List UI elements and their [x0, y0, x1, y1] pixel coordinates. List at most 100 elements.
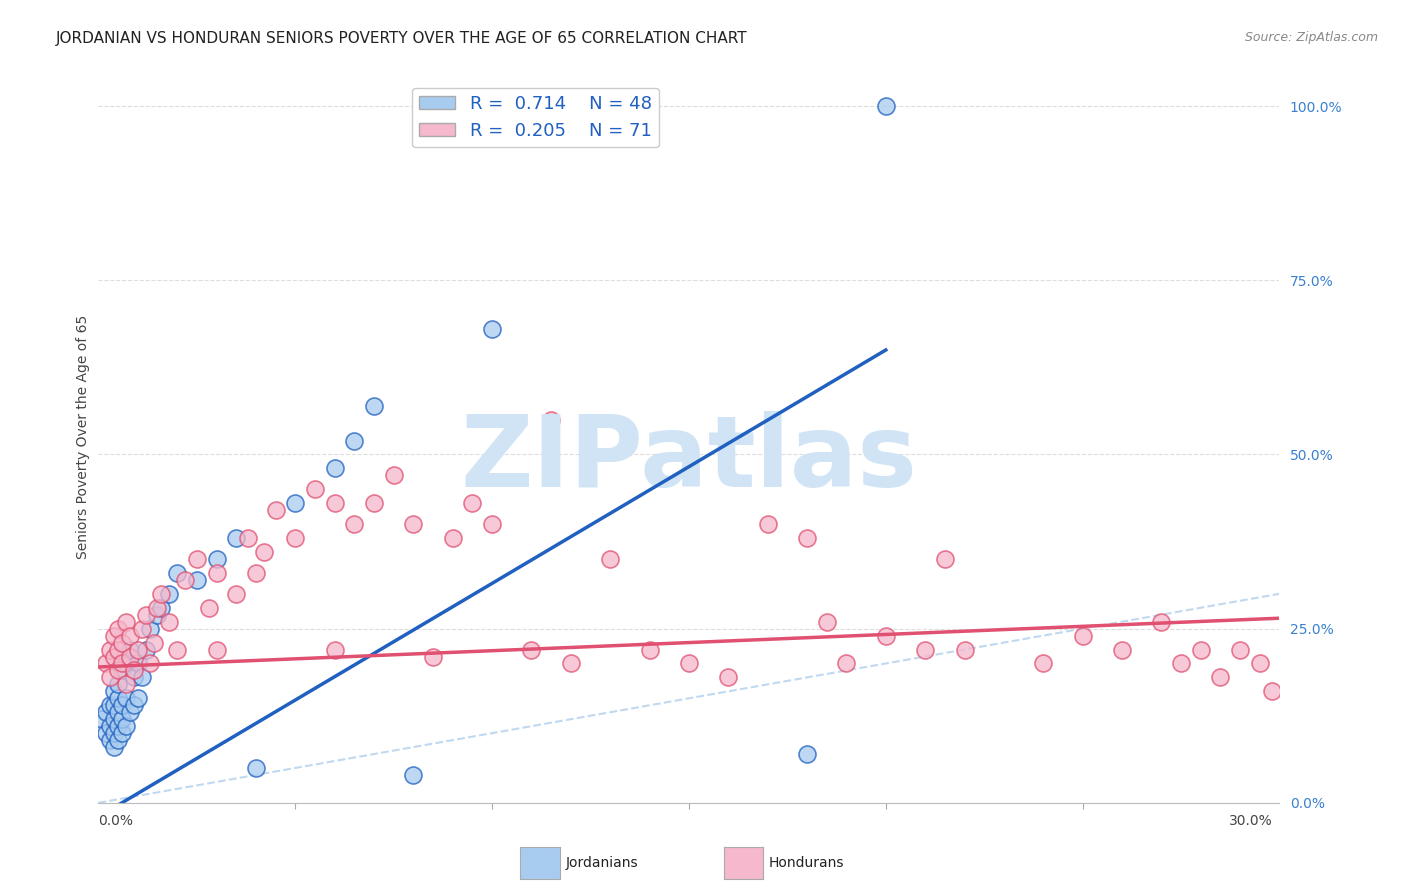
Point — [107, 705, 129, 719]
Point — [131, 622, 153, 636]
Point — [150, 587, 173, 601]
Point — [150, 600, 173, 615]
Point — [111, 712, 134, 726]
Point — [157, 587, 180, 601]
Point — [441, 531, 464, 545]
Point — [323, 642, 346, 657]
Point — [166, 642, 188, 657]
Point — [115, 657, 138, 671]
Point — [107, 664, 129, 678]
Point — [131, 670, 153, 684]
Point — [115, 719, 138, 733]
Point — [323, 496, 346, 510]
Point — [875, 629, 897, 643]
Point — [284, 496, 307, 510]
Point — [481, 517, 503, 532]
Point — [205, 552, 228, 566]
Point — [135, 642, 157, 657]
Point — [103, 740, 125, 755]
Point — [111, 726, 134, 740]
Point — [96, 705, 118, 719]
Point — [245, 761, 267, 775]
Point — [127, 642, 149, 657]
Point — [166, 566, 188, 580]
Point — [118, 649, 141, 664]
Point — [115, 615, 138, 629]
Point — [205, 566, 228, 580]
Point — [103, 629, 125, 643]
Point — [363, 399, 385, 413]
Point — [96, 726, 118, 740]
Point — [111, 698, 134, 713]
Point — [875, 99, 897, 113]
Point — [122, 670, 145, 684]
Point — [796, 531, 818, 545]
Point — [142, 635, 165, 649]
Point — [1071, 629, 1094, 643]
Text: Jordanians: Jordanians — [565, 855, 638, 870]
Point — [157, 615, 180, 629]
Point — [481, 322, 503, 336]
Point — [343, 434, 366, 448]
Y-axis label: Seniors Poverty Over the Age of 65: Seniors Poverty Over the Age of 65 — [76, 315, 90, 559]
Point — [1111, 642, 1133, 657]
Point — [253, 545, 276, 559]
Point — [284, 531, 307, 545]
Point — [197, 600, 219, 615]
Point — [599, 552, 621, 566]
Point — [98, 698, 121, 713]
Point — [756, 517, 779, 532]
Point — [115, 691, 138, 706]
Point — [91, 712, 114, 726]
Point — [1150, 615, 1173, 629]
Point — [205, 642, 228, 657]
Point — [107, 719, 129, 733]
Point — [107, 622, 129, 636]
Point — [236, 531, 259, 545]
Point — [127, 691, 149, 706]
Point — [540, 412, 562, 426]
Point — [146, 600, 169, 615]
Point — [1209, 670, 1232, 684]
Point — [225, 587, 247, 601]
Text: 0.0%: 0.0% — [98, 814, 134, 828]
Point — [107, 691, 129, 706]
Point — [122, 698, 145, 713]
Point — [638, 642, 661, 657]
Point — [138, 657, 160, 671]
Point — [98, 719, 121, 733]
Text: Source: ZipAtlas.com: Source: ZipAtlas.com — [1244, 31, 1378, 45]
Point — [264, 503, 287, 517]
Point — [1032, 657, 1054, 671]
Point — [115, 677, 138, 691]
Point — [186, 573, 208, 587]
Point — [1170, 657, 1192, 671]
Point — [1249, 657, 1271, 671]
Point — [815, 615, 838, 629]
Point — [186, 552, 208, 566]
Point — [461, 496, 484, 510]
Point — [343, 517, 366, 532]
Point — [111, 635, 134, 649]
Text: JORDANIAN VS HONDURAN SENIORS POVERTY OVER THE AGE OF 65 CORRELATION CHART: JORDANIAN VS HONDURAN SENIORS POVERTY OV… — [56, 31, 748, 46]
Point — [402, 768, 425, 782]
Point — [1189, 642, 1212, 657]
Point — [98, 642, 121, 657]
Point — [914, 642, 936, 657]
Point — [796, 747, 818, 761]
Point — [1229, 642, 1251, 657]
Point — [174, 573, 197, 587]
Point — [835, 657, 858, 671]
Point — [103, 649, 125, 664]
Point — [146, 607, 169, 622]
Point — [245, 566, 267, 580]
Point — [422, 649, 444, 664]
Legend: R =  0.714    N = 48, R =  0.205    N = 71: R = 0.714 N = 48, R = 0.205 N = 71 — [412, 87, 659, 147]
Point — [111, 657, 134, 671]
Point — [1260, 684, 1282, 698]
Point — [138, 622, 160, 636]
Point — [363, 496, 385, 510]
Point — [953, 642, 976, 657]
Point — [382, 468, 405, 483]
Point — [678, 657, 700, 671]
